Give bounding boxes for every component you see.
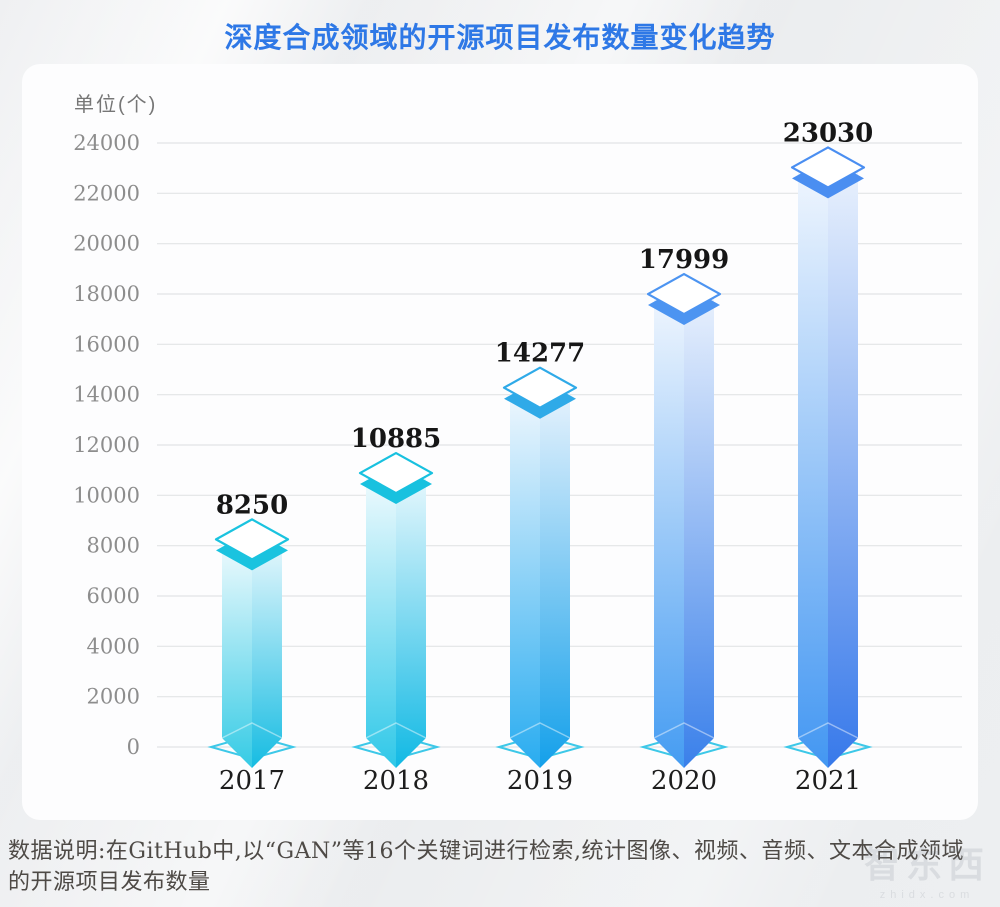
bar-bottom-edge-highlight (653, 722, 715, 739)
y-tick-label: 20000 (73, 232, 140, 256)
chart-title: 深度合成领域的开源项目发布数量变化趋势 (224, 22, 776, 53)
y-tick-label: 18000 (73, 282, 140, 306)
bar-left-face (222, 539, 252, 768)
chart-card: 单位(个) 0 2000 4000 6000 8000 10000 12000 14000 16… (22, 64, 978, 820)
x-tick-label: 2019 (507, 766, 573, 796)
y-tick-label: 2000 (87, 685, 140, 709)
bar-chart: 0 2000 4000 6000 8000 10000 12000 14000 16000 180… (73, 118, 962, 796)
x-tick-label: 2020 (651, 766, 717, 796)
bar-bottom-edge-highlight (365, 722, 427, 739)
y-tick-label: 12000 (73, 433, 140, 457)
bar-bottom-edge-highlight (221, 722, 283, 739)
bar-right-face (396, 473, 426, 768)
y-tick-label: 6000 (87, 584, 140, 608)
bar-right-face (684, 294, 714, 768)
y-axis-unit-label: 单位(个) (74, 94, 158, 116)
bar-right-face (252, 539, 282, 768)
bar-bottom-edge-highlight (509, 722, 571, 739)
y-tick-label: 22000 (73, 181, 140, 205)
bar-cap-top (502, 366, 578, 409)
x-tick-label: 2017 (219, 766, 285, 796)
bar-left-face (510, 387, 540, 768)
x-tick-label: 2018 (363, 766, 429, 796)
watermark: 智东西 zhidx.com (864, 836, 990, 901)
x-tick-label: 2021 (795, 766, 861, 796)
y-tick-label: 4000 (87, 634, 140, 658)
bar-left-face (654, 294, 684, 768)
data-note: 数据说明:在GitHub中,以“GAN”等16个关键词进行检索,统计图像、视频、… (8, 839, 964, 895)
bar-bottom-edge-highlight (797, 722, 859, 739)
y-tick-label: 14000 (73, 383, 140, 407)
y-tick-label: 10000 (73, 483, 140, 507)
bar-cap-top (214, 518, 290, 561)
value-label: 14277 (495, 339, 585, 369)
bar-cap-top (646, 272, 722, 316)
value-label: 10885 (351, 424, 441, 454)
y-tick-label: 0 (127, 735, 140, 759)
bar-left-face (366, 473, 396, 768)
value-label: 17999 (639, 245, 729, 275)
watermark-domain: zhidx.com (879, 889, 975, 901)
bar-cap-top (358, 451, 434, 495)
y-tick-label: 8000 (87, 534, 140, 558)
y-tick-label: 24000 (73, 131, 140, 155)
bar-right-face (540, 387, 570, 768)
bar-left-face (798, 167, 828, 768)
value-label: 23030 (783, 118, 873, 148)
bar-cap-top (790, 146, 866, 189)
watermark-logo: 智东西 (863, 844, 990, 885)
bar-right-face (828, 167, 858, 768)
y-tick-label: 16000 (73, 332, 140, 356)
value-label: 8250 (216, 490, 288, 520)
